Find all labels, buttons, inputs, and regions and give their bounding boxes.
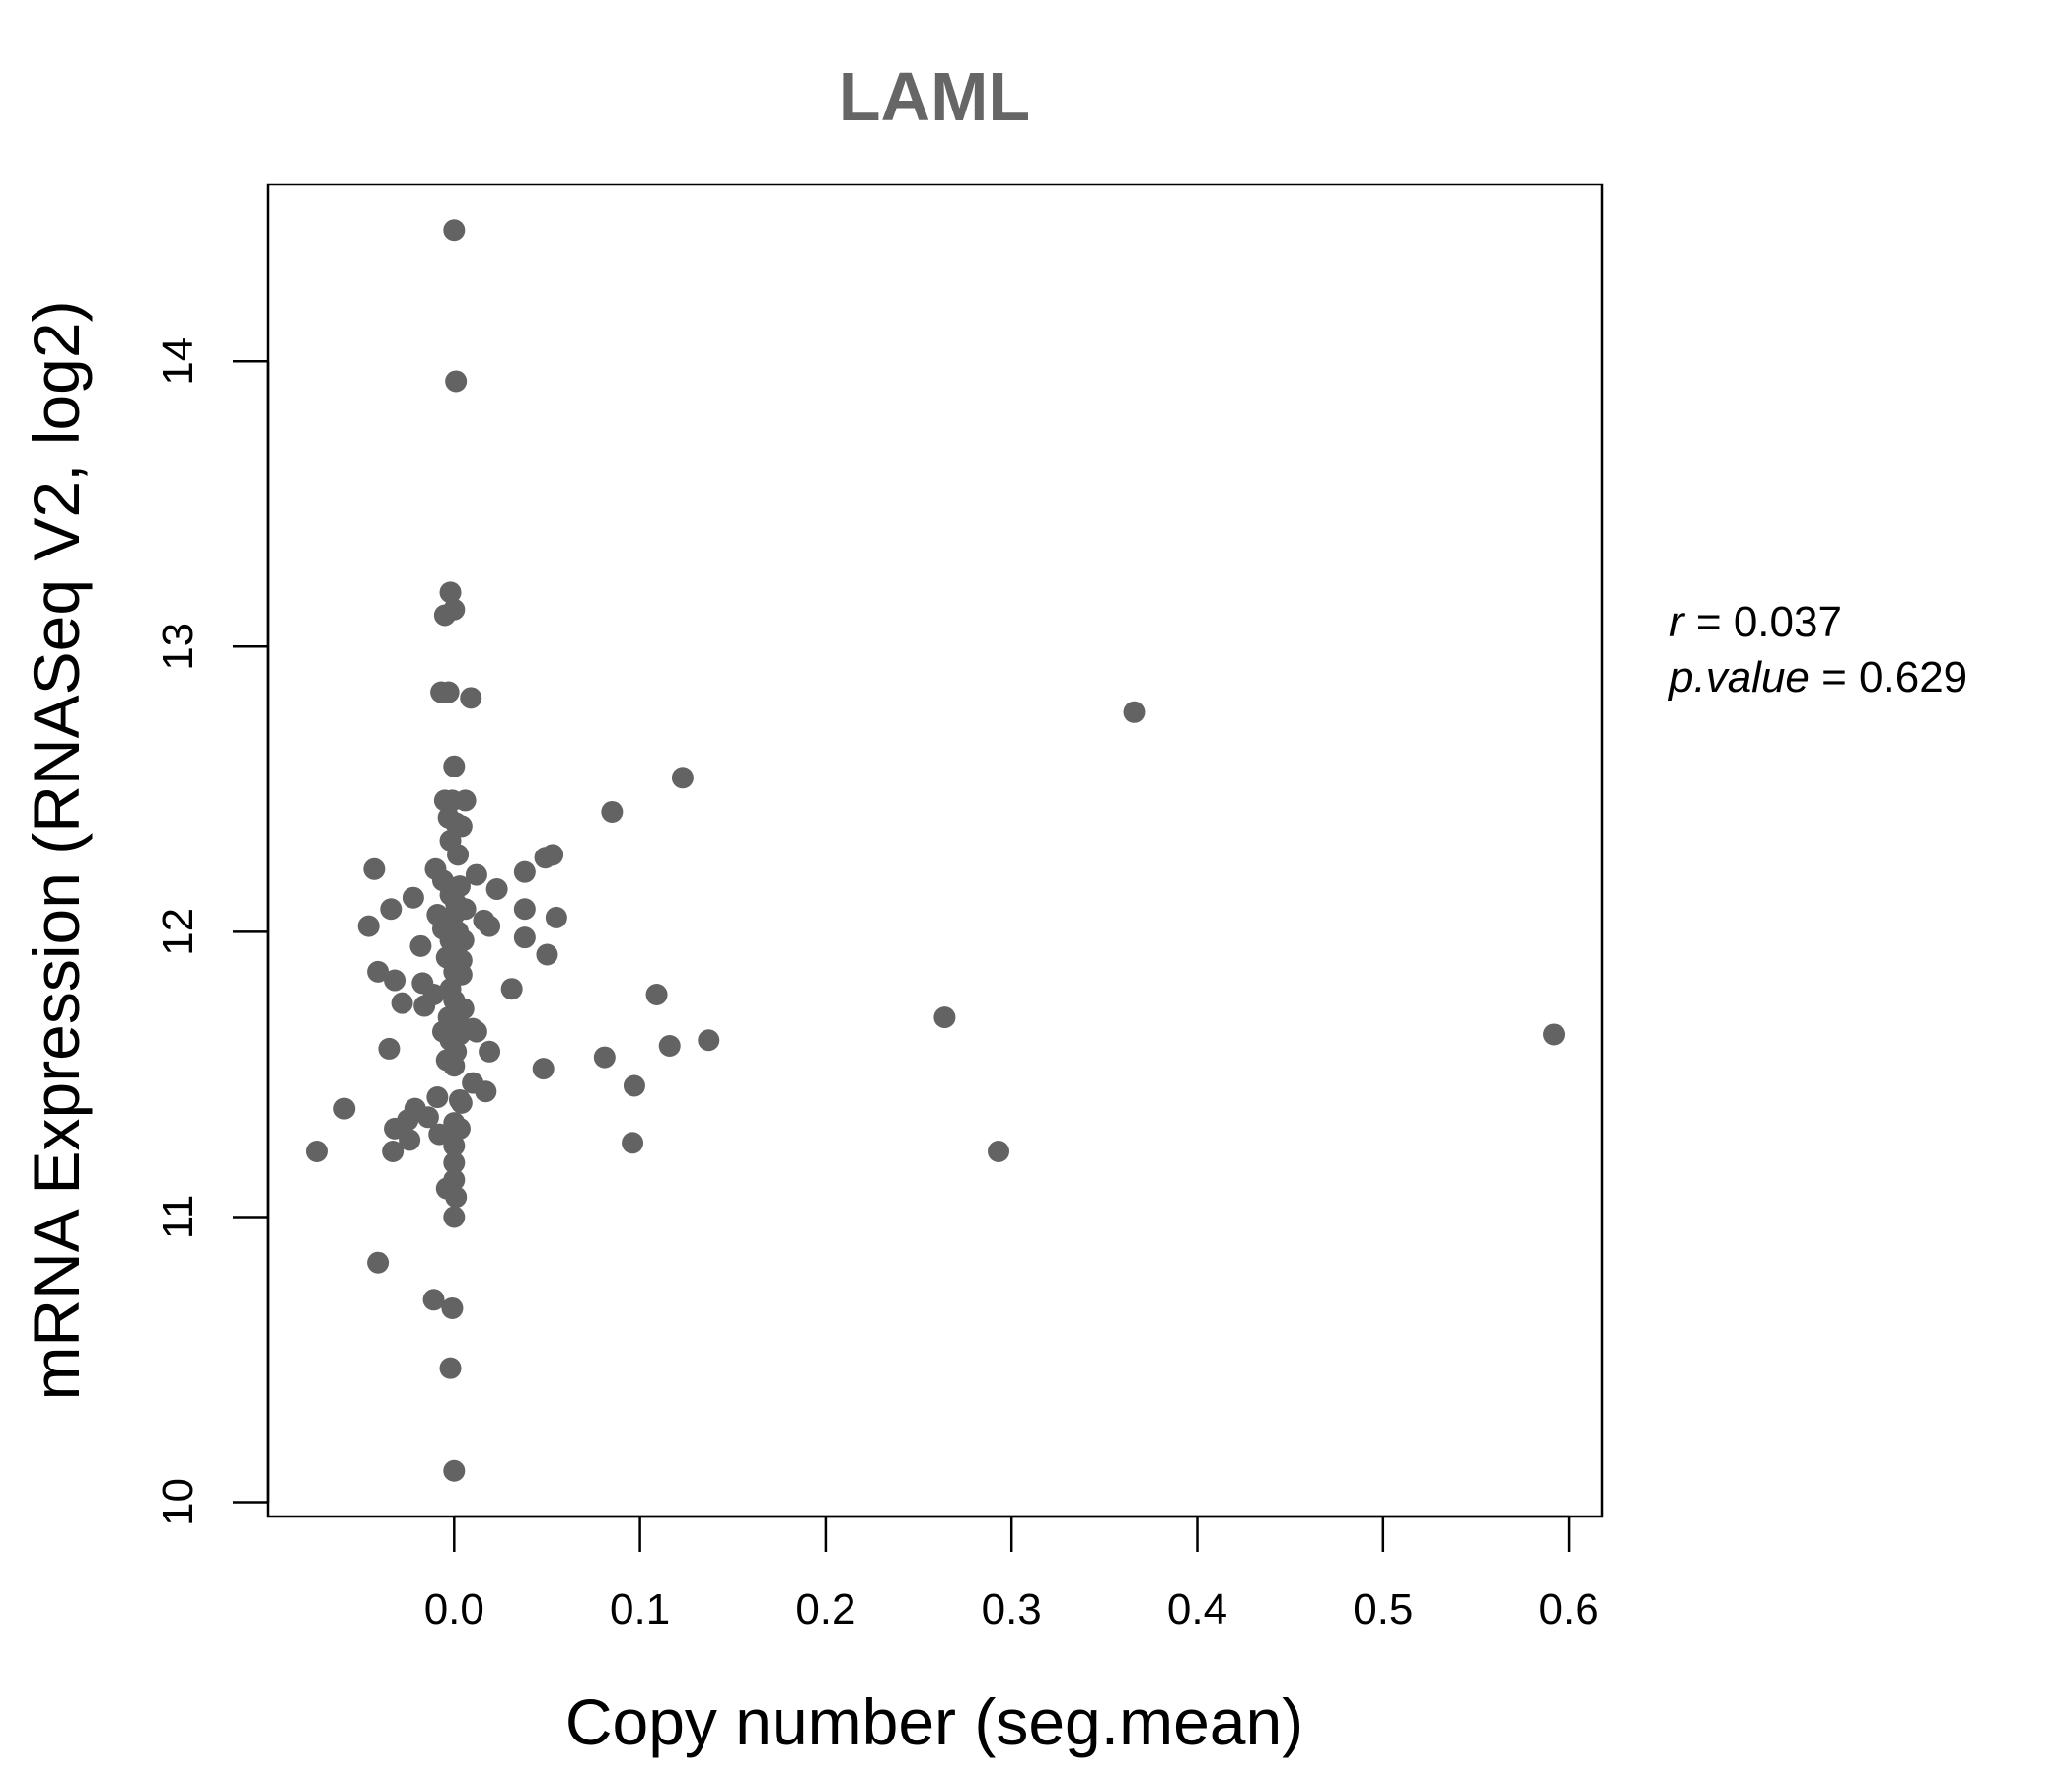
data-point [450, 1091, 473, 1114]
data-point [333, 1097, 356, 1120]
data-point [399, 1129, 421, 1151]
data-point [698, 1029, 720, 1052]
p-value: 0.629 [1859, 653, 1967, 702]
data-point [1543, 1023, 1566, 1046]
x-tick-label: 0.0 [424, 1586, 484, 1634]
data-point [382, 1140, 405, 1162]
y-tick-label: 14 [154, 337, 202, 386]
y-axis-label: mRNA Expression (RNASeq V2, log2) [20, 300, 93, 1400]
p-stat: p.value = 0.629 [1667, 653, 1967, 702]
data-point [988, 1140, 1010, 1162]
data-point [513, 926, 536, 949]
data-point [409, 934, 432, 957]
correlation-stats: r = 0.037 p.value = 0.629 [1667, 598, 1967, 702]
data-point [443, 1459, 466, 1482]
chart-title: LAML [839, 58, 1030, 135]
data-point [439, 1357, 462, 1379]
data-point [593, 1046, 616, 1069]
p-label: p.value [1667, 653, 1810, 702]
data-point [422, 1289, 445, 1311]
y-tick-label: 12 [154, 908, 202, 956]
r-stat: r = 0.037 [1669, 598, 1842, 646]
data-point [402, 886, 424, 909]
data-point [439, 581, 462, 604]
data-points [305, 219, 1566, 1482]
x-tick-label: 0.2 [795, 1586, 855, 1634]
r-label: r [1669, 598, 1686, 646]
data-point [380, 898, 403, 921]
data-point [443, 1135, 466, 1157]
data-point [465, 1020, 487, 1043]
data-point [378, 1037, 401, 1060]
x-tick-label: 0.1 [610, 1586, 670, 1634]
data-point [305, 1140, 328, 1162]
data-point [542, 844, 564, 866]
data-point [445, 370, 468, 393]
data-point [384, 1117, 407, 1140]
data-point [513, 898, 536, 921]
data-point [443, 1206, 466, 1228]
data-point [443, 1055, 466, 1077]
data-point [658, 1035, 681, 1058]
data-point [933, 1006, 956, 1029]
data-point [545, 906, 567, 928]
plot-frame [266, 183, 1604, 1518]
data-point [532, 1058, 555, 1080]
y-tick-label: 11 [154, 1195, 202, 1240]
data-point [513, 860, 536, 883]
data-point [460, 687, 482, 709]
p-equals: = [1821, 653, 1859, 702]
data-point [367, 1251, 390, 1274]
r-value: 0.037 [1734, 598, 1842, 646]
data-point [443, 755, 466, 777]
data-point [441, 1296, 464, 1319]
data-point [391, 992, 413, 1014]
x-tick-label: 0.5 [1353, 1586, 1413, 1634]
data-point [500, 978, 523, 1000]
data-point [1123, 701, 1146, 723]
x-tick-label: 0.6 [1539, 1586, 1599, 1634]
data-point [426, 1086, 449, 1109]
data-point [601, 800, 624, 823]
data-point [384, 969, 407, 992]
data-point [437, 681, 460, 703]
data-point [443, 1151, 466, 1174]
y-axis: 10 11 12 13 14 [154, 337, 270, 1526]
x-tick-label: 0.4 [1167, 1586, 1227, 1634]
data-point [479, 915, 501, 937]
data-point [443, 219, 466, 242]
x-axis-label: Copy number (seg.mean) [565, 1685, 1303, 1758]
data-point [485, 878, 508, 901]
data-point [443, 598, 466, 621]
data-point [447, 844, 470, 866]
data-point [363, 857, 386, 880]
x-axis: 0.0 0.1 0.2 0.3 0.4 0.5 0.6 [424, 1515, 1599, 1634]
data-point [357, 915, 380, 937]
r-equals: = [1696, 598, 1734, 646]
data-point [475, 1080, 497, 1103]
data-point [479, 1040, 501, 1063]
data-point [671, 767, 694, 789]
data-point [367, 960, 390, 983]
data-point [413, 995, 436, 1017]
data-point [454, 789, 477, 812]
y-tick-label: 10 [154, 1478, 202, 1526]
data-point [623, 1074, 645, 1097]
data-point [465, 863, 487, 886]
data-point [416, 1106, 439, 1129]
y-tick-label: 13 [154, 623, 202, 671]
x-tick-label: 0.3 [982, 1586, 1042, 1634]
data-point [645, 983, 668, 1005]
data-point [536, 943, 558, 966]
data-point [445, 1186, 468, 1209]
data-point [622, 1132, 644, 1154]
